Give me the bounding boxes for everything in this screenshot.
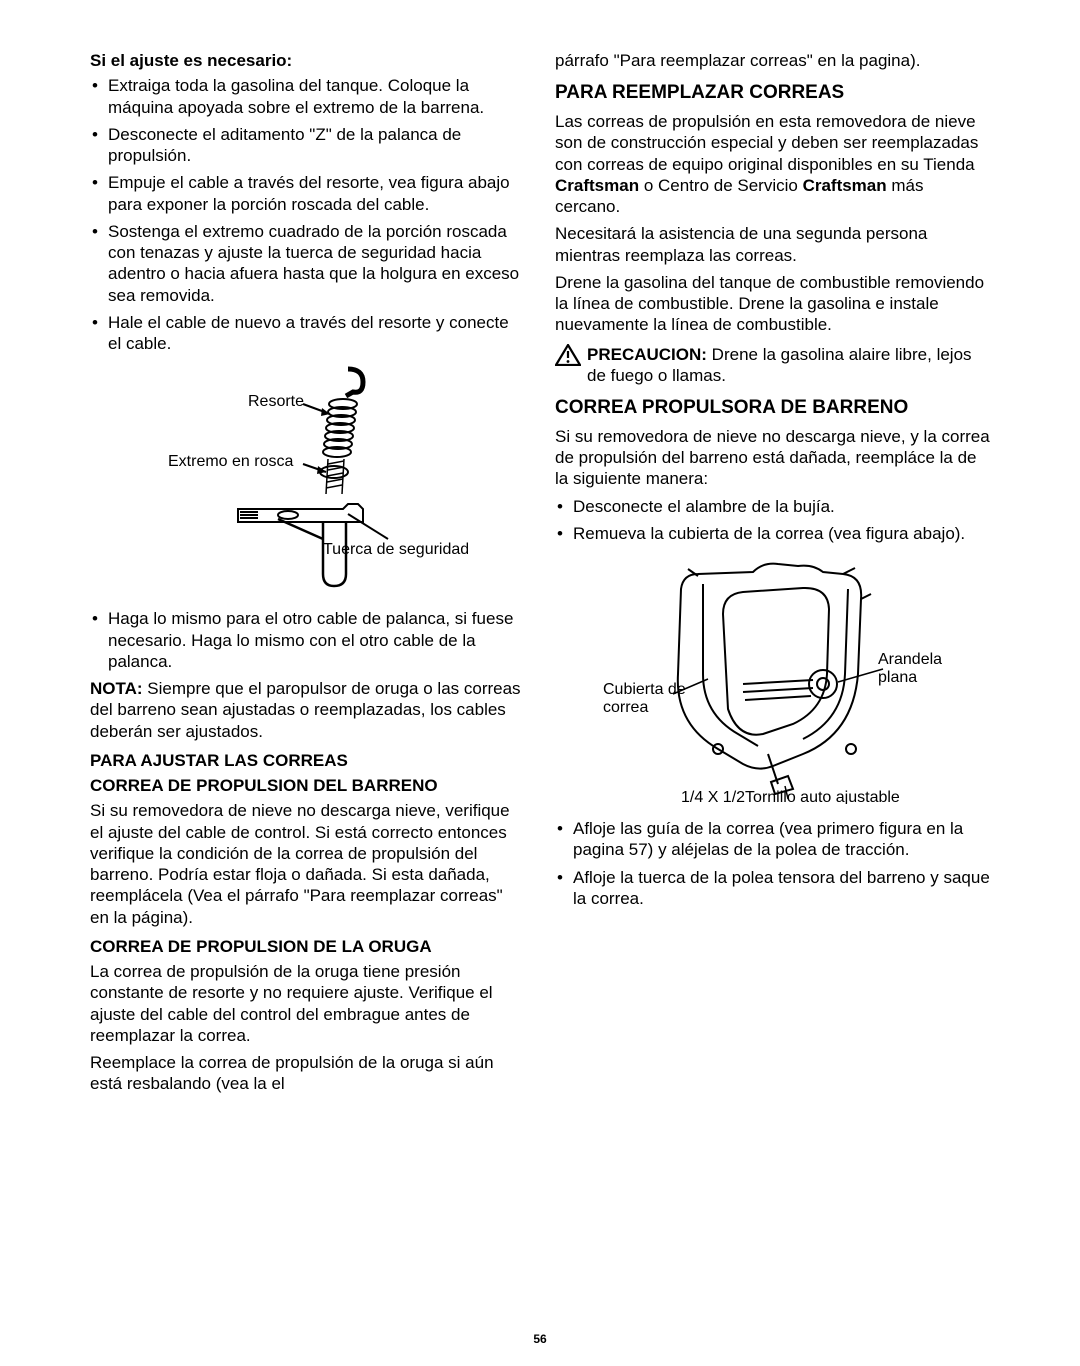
text-span: o Centro de Servicio — [639, 176, 802, 195]
list-item: Haga lo mismo para el otro cable de pala… — [90, 608, 525, 672]
warning-text: PRECAUCION: Drene la gasolina alaire lib… — [587, 344, 990, 387]
figure-spring: Resorte Extremo en rosca Tuerca de segur… — [90, 364, 525, 594]
para-barreno: Si su removedora de nieve no descarga ni… — [90, 800, 525, 928]
list-item: Desconecte el aditamento "Z" de la palan… — [90, 124, 525, 167]
fig1-label-extremo: Extremo en rosca — [168, 453, 293, 470]
fig2-label-cubierta-a: Cubierta de — [603, 681, 686, 698]
list-propulsora-1: Desconecte el alambre de la bujía. Remue… — [555, 496, 990, 545]
page-number: 56 — [0, 1332, 1080, 1346]
list-item: Afloje la tuerca de la polea tensora del… — [555, 867, 990, 910]
heading-correa-propulsora: CORREA PROPULSORA DE BARRENO — [555, 396, 990, 420]
heading-reemplazar: PARA REEMPLAZAR CORREAS — [555, 81, 990, 105]
heading-correa-barreno: CORREA DE PROPULSION DEL BARRENO — [90, 775, 525, 796]
para-correas-3: Drene la gasolina del tanque de combusti… — [555, 272, 990, 336]
heading-correa-oruga: CORREA DE PROPULSION DE LA ORUGA — [90, 936, 525, 957]
heading-ajuste: Si el ajuste es necesario: — [90, 50, 525, 71]
list-item: Sostenga el extremo cuadrado de la porci… — [90, 221, 525, 306]
text-span: Las correas de propulsión en esta remove… — [555, 112, 978, 174]
para-oruga-1: La correa de propulsión de la oruga tien… — [90, 961, 525, 1046]
left-column: Si el ajuste es necesario: Extraiga toda… — [90, 50, 525, 1101]
warning-row: PRECAUCION: Drene la gasolina alaire lib… — [555, 344, 990, 387]
text-span-bold: Craftsman — [803, 176, 887, 195]
para-oruga-2: Reemplace la correa de propulsión de la … — [90, 1052, 525, 1095]
para-cont: párrafo "Para reemplazar correas" en la … — [555, 50, 990, 71]
list-otro-cable: Haga lo mismo para el otro cable de pala… — [90, 608, 525, 672]
heading-ajustar-correas: PARA AJUSTAR LAS CORREAS — [90, 750, 525, 771]
text-span-bold: Craftsman — [555, 176, 639, 195]
fig2-label-arandela-a: Arandela — [878, 651, 942, 668]
fig2-label-arandela-b: plana — [878, 669, 917, 686]
para-correas-1: Las correas de propulsión en esta remove… — [555, 111, 990, 217]
list-ajuste: Extraiga toda la gasolina del tanque. Co… — [90, 75, 525, 354]
list-item: Remueva la cubierta de la correa (vea fi… — [555, 523, 990, 544]
fig1-label-tuerca: Tuerca de seguridad — [323, 541, 468, 558]
right-column: párrafo "Para reemplazar correas" en la … — [555, 50, 990, 1101]
para-propulsora: Si su removedora de nieve no descarga ni… — [555, 426, 990, 490]
list-propulsora-2: Afloje las guía de la correa (vea primer… — [555, 818, 990, 909]
nota-text: Siempre que el paropulsor de oruga o las… — [90, 679, 521, 741]
figure-belt-cover: Cubierta de correa Arandela plana 1/4 X … — [555, 554, 990, 804]
fig1-label-resorte: Resorte — [248, 393, 304, 410]
warning-icon — [555, 344, 581, 366]
fig2-label-cubierta-b: correa — [603, 699, 648, 716]
list-item: Desconecte el alambre de la bujía. — [555, 496, 990, 517]
list-item: Empuje el cable a través del resorte, ve… — [90, 172, 525, 215]
warning-label: PRECAUCION: — [587, 345, 707, 364]
list-item: Afloje las guía de la correa (vea primer… — [555, 818, 990, 861]
nota-label: NOTA: — [90, 679, 143, 698]
list-item: Extraiga toda la gasolina del tanque. Co… — [90, 75, 525, 118]
fig2-label-tornillo: 1/4 X 1/2Tornillo auto ajustable — [681, 789, 900, 804]
para-correas-2: Necesitará la asistencia de una segunda … — [555, 223, 990, 266]
list-item: Hale el cable de nuevo a través del reso… — [90, 312, 525, 355]
nota-paragraph: NOTA: Siempre que el paropulsor de oruga… — [90, 678, 525, 742]
